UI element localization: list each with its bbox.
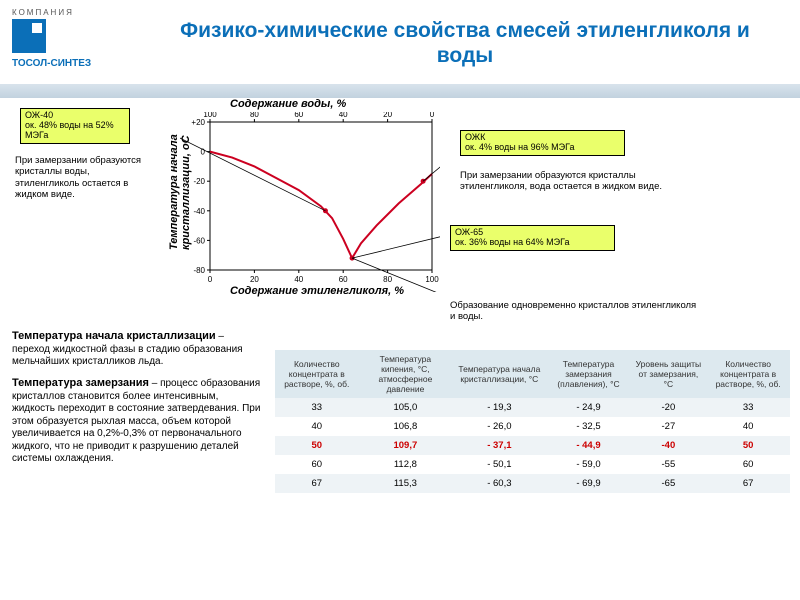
- def2-rest: – процесс образования кристаллов станови…: [12, 378, 260, 464]
- table-cell: 33: [706, 398, 790, 417]
- svg-text:40: 40: [339, 112, 348, 119]
- page-title: Физико-химические свойства смесей этилен…: [150, 18, 780, 68]
- axis-label-top: Содержание воды, %: [230, 98, 346, 110]
- table-cell: 40: [275, 417, 359, 436]
- table-cell: - 19,3: [452, 398, 546, 417]
- table-cell: 115,3: [359, 474, 453, 493]
- table-cell: 105,0: [359, 398, 453, 417]
- svg-text:0: 0: [208, 275, 213, 284]
- svg-text:100: 100: [203, 112, 217, 119]
- def2-term: Температура замерзания: [12, 377, 149, 389]
- table-cell: -55: [630, 455, 706, 474]
- svg-text:40: 40: [294, 275, 303, 284]
- table-cell: - 60,3: [452, 474, 546, 493]
- table-cell: -20: [630, 398, 706, 417]
- table-cell: - 69,9: [547, 474, 631, 493]
- table-cell: 112,8: [359, 455, 453, 474]
- table-cell: 50: [275, 436, 359, 455]
- table-cell: -40: [630, 436, 706, 455]
- table-cell: 67: [275, 474, 359, 493]
- svg-text:-20: -20: [193, 177, 205, 186]
- def-1: Температура начала кристаллизации – пере…: [12, 330, 262, 369]
- table-row: 67115,3- 60,3- 69,9-6567: [275, 474, 790, 493]
- table-cell: 60: [275, 455, 359, 474]
- svg-text:20: 20: [383, 112, 392, 119]
- callout-oz65: ОЖ-65 ок. 36% воды на 64% МЭГа: [450, 225, 615, 251]
- note-bottom: Образование одновременно кристаллов этил…: [450, 300, 700, 323]
- table-header-cell: Уровень защиты от замерзания, °С: [630, 350, 706, 398]
- svg-text:80: 80: [383, 275, 392, 284]
- logo-mark: [12, 19, 46, 53]
- table-header-cell: Температура начала кристаллизации, °С: [452, 350, 546, 398]
- properties-table: Количество концентрата в растворе, %, об…: [275, 350, 790, 493]
- chart-svg: 010020804060604080201000+200-20-40-60-80: [180, 112, 440, 292]
- table-cell: -65: [630, 474, 706, 493]
- table-header-row: Количество концентрата в растворе, %, об…: [275, 350, 790, 398]
- table-row: 60112,8- 50,1- 59,0-5560: [275, 455, 790, 474]
- callout-ozk: ОЖК ок. 4% воды на 96% МЭГа: [460, 130, 625, 156]
- logo-brand: ТОСОЛ-СИНТЕЗ: [12, 58, 102, 69]
- definitions: Температура начала кристаллизации – пере…: [12, 330, 262, 474]
- svg-text:-80: -80: [193, 266, 205, 275]
- callout-oz65-l2: ок. 36% воды на 64% МЭГа: [455, 238, 610, 248]
- svg-text:20: 20: [250, 275, 259, 284]
- table-body: 33105,0- 19,3- 24,9-203340106,8- 26,0- 3…: [275, 398, 790, 493]
- logo-company: КОМПАНИЯ: [12, 8, 102, 17]
- logo: КОМПАНИЯ ТОСОЛ-СИНТЕЗ: [12, 8, 102, 69]
- table-cell: 33: [275, 398, 359, 417]
- svg-text:-40: -40: [193, 207, 205, 216]
- note-right: При замерзании образуются кристаллы этил…: [460, 170, 680, 193]
- table-row: 40106,8- 26,0- 32,5-2740: [275, 417, 790, 436]
- table-header-cell: Количество концентрата в растворе, %, об…: [706, 350, 790, 398]
- table-row: 50109,7- 37,1- 44,9-4050: [275, 436, 790, 455]
- svg-text:-60: -60: [193, 236, 205, 245]
- svg-text:0: 0: [430, 112, 435, 119]
- def1-term: Температура начала кристаллизации: [12, 330, 216, 342]
- table-cell: 50: [706, 436, 790, 455]
- table-cell: - 32,5: [547, 417, 631, 436]
- table-cell: - 44,9: [547, 436, 631, 455]
- note-left: При замерзании образуются кристаллы воды…: [15, 155, 150, 201]
- table-cell: 67: [706, 474, 790, 493]
- table-cell: 40: [706, 417, 790, 436]
- callout-oz40: ОЖ-40 ок. 48% воды на 52% МЭГа: [20, 108, 130, 144]
- callout-ozk-l2: ок. 4% воды на 96% МЭГа: [465, 143, 620, 153]
- table-cell: 60: [706, 455, 790, 474]
- table-cell: - 26,0: [452, 417, 546, 436]
- callout-oz40-l2: ок. 48% воды на 52% МЭГа: [25, 121, 125, 141]
- table-cell: 109,7: [359, 436, 453, 455]
- svg-text:100: 100: [425, 275, 439, 284]
- header-bar: [0, 84, 800, 98]
- table-cell: - 37,1: [452, 436, 546, 455]
- table-cell: - 24,9: [547, 398, 631, 417]
- svg-text:+20: +20: [191, 118, 205, 127]
- table-header-cell: Температура замерзания (плавления), °С: [547, 350, 631, 398]
- svg-text:60: 60: [294, 112, 303, 119]
- table-row: 33105,0- 19,3- 24,9-2033: [275, 398, 790, 417]
- freeze-curve-chart: 010020804060604080201000+200-20-40-60-80: [180, 112, 440, 292]
- table-cell: - 50,1: [452, 455, 546, 474]
- table-header-cell: Температура кипения, °С, атмосферное дав…: [359, 350, 453, 398]
- table-cell: 106,8: [359, 417, 453, 436]
- table-cell: -27: [630, 417, 706, 436]
- svg-text:60: 60: [339, 275, 348, 284]
- table-header-cell: Количество концентрата в растворе, %, об…: [275, 350, 359, 398]
- table-cell: - 59,0: [547, 455, 631, 474]
- table-head: Количество концентрата в растворе, %, об…: [275, 350, 790, 398]
- svg-text:80: 80: [250, 112, 259, 119]
- def-2: Температура замерзания – процесс образов…: [12, 377, 262, 466]
